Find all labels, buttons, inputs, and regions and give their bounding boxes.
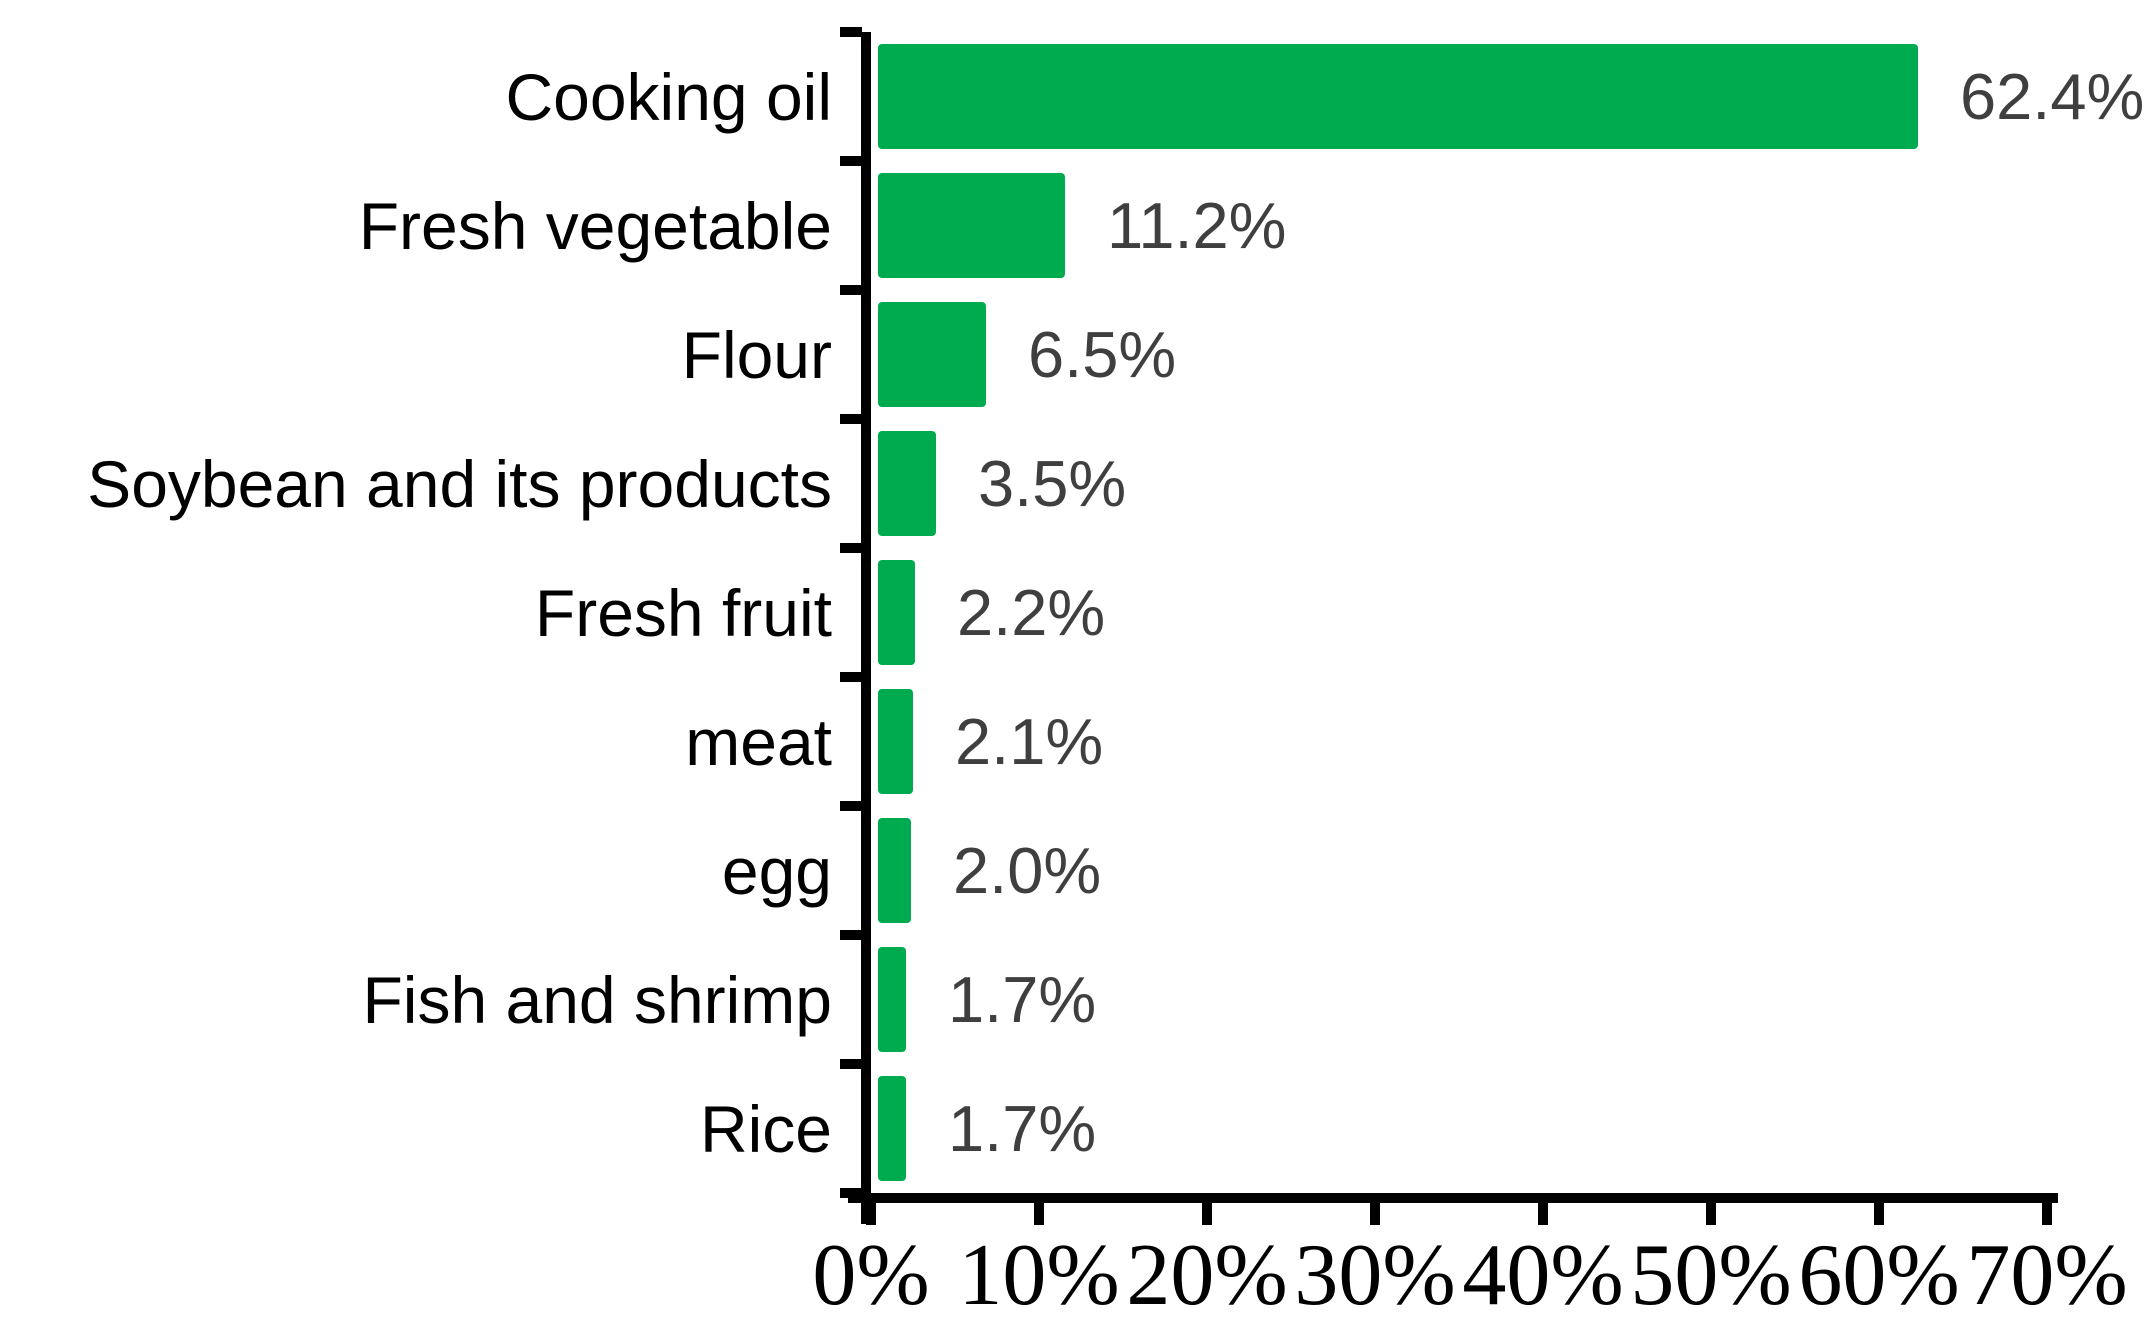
y-axis-tick — [840, 1188, 862, 1198]
x-axis-tick — [1370, 1203, 1380, 1225]
value-label: 6.5% — [1028, 318, 1177, 391]
value-label: 11.2% — [1107, 189, 1287, 262]
y-axis-tick — [840, 156, 862, 166]
x-axis-tick-label: 20% — [1126, 1227, 1288, 1324]
x-axis-tick — [1706, 1203, 1716, 1225]
value-label: 2.0% — [953, 834, 1102, 907]
x-axis-tick — [866, 1203, 876, 1225]
category-label: Fresh fruit — [534, 575, 832, 650]
x-axis-tick-label: 30% — [1294, 1227, 1456, 1324]
x-axis-line — [848, 1193, 2058, 1203]
x-axis-tick-label: 10% — [958, 1227, 1120, 1324]
category-label: Fresh vegetable — [358, 188, 832, 263]
x-axis-tick-label: 0% — [812, 1227, 930, 1324]
category-label: Fish and shrimp — [362, 962, 832, 1037]
category-label: Rice — [699, 1091, 832, 1166]
y-axis-tick — [840, 672, 862, 682]
value-label: 62.4% — [1960, 60, 2145, 133]
x-axis-tick — [1202, 1203, 1212, 1225]
bar — [878, 44, 1918, 149]
x-axis-tick — [2042, 1203, 2052, 1225]
y-axis-tick — [840, 414, 862, 424]
bar — [878, 1076, 906, 1181]
bar — [878, 689, 913, 794]
y-axis-tick — [840, 801, 862, 811]
bar — [878, 818, 911, 923]
x-axis-tick-label: 50% — [1630, 1227, 1792, 1324]
bar — [878, 947, 906, 1052]
x-axis-tick-label: 70% — [1966, 1227, 2128, 1324]
category-label: egg — [721, 833, 832, 908]
x-axis-tick-label: 60% — [1798, 1227, 1960, 1324]
value-label: 3.5% — [978, 447, 1127, 520]
y-axis-tick — [840, 285, 862, 295]
y-axis-tick — [840, 930, 862, 940]
bar — [878, 560, 915, 665]
category-label: Cooking oil — [505, 59, 832, 134]
y-axis-line — [861, 32, 871, 1224]
bar — [878, 302, 986, 407]
x-axis-tick-label: 40% — [1462, 1227, 1624, 1324]
bar — [878, 431, 936, 536]
category-label: Flour — [681, 317, 832, 392]
x-axis-tick — [1034, 1203, 1044, 1225]
category-label: Soybean and its products — [87, 446, 832, 521]
y-axis-tick — [840, 27, 862, 37]
value-label: 1.7% — [948, 963, 1097, 1036]
x-axis-tick — [1874, 1203, 1884, 1225]
bar — [878, 173, 1065, 278]
y-axis-tick — [840, 543, 862, 553]
y-axis-tick — [840, 1059, 862, 1069]
x-axis-tick — [1538, 1203, 1548, 1225]
category-label: meat — [685, 704, 832, 779]
value-label: 1.7% — [948, 1092, 1097, 1165]
value-label: 2.2% — [957, 576, 1106, 649]
value-label: 2.1% — [955, 705, 1104, 778]
